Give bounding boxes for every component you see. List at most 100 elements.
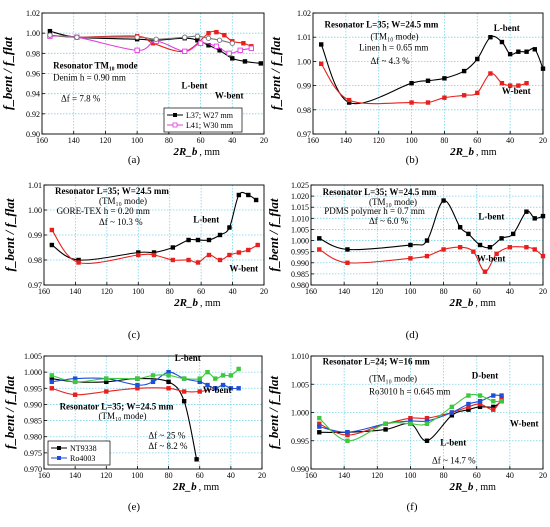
- x-tick-label: 120: [371, 471, 383, 480]
- data-point: [206, 43, 211, 48]
- data-point: [491, 393, 496, 398]
- panel-e: 160 140 120 100 80 60 40 20 0.970 0.975 0.980 0.985…: [2, 352, 266, 513]
- data-point: [442, 76, 447, 81]
- legend-marker: [172, 122, 178, 128]
- annotation: Resonator TM₁₀ mode: [53, 60, 138, 70]
- data-point: [425, 100, 431, 105]
- data-point: [194, 33, 201, 39]
- y-tick-label: 1.005: [24, 352, 42, 361]
- series-3: [47, 33, 254, 56]
- data-point: [487, 245, 493, 250]
- y-tick-label: 0.97: [297, 130, 311, 139]
- annotation: Δf ~ 14.7 %: [432, 455, 476, 465]
- x-tick-label: 160: [36, 136, 48, 145]
- data-point: [213, 386, 218, 391]
- annotation: L-bent: [478, 211, 504, 221]
- annotation: Resonator L=35; W=24.5 mm: [323, 187, 437, 197]
- y-tick-label: 0.995: [291, 248, 309, 257]
- legend-marker: [57, 456, 61, 460]
- annotation: Δf ~ 4.3 %: [371, 56, 411, 66]
- data-point: [488, 35, 493, 40]
- data-point: [491, 407, 496, 412]
- data-point: [319, 42, 324, 47]
- data-point: [214, 29, 219, 35]
- x-tick-label: 20: [260, 287, 268, 296]
- y-tick-label: 0.995: [24, 384, 42, 393]
- series-1: [317, 198, 546, 252]
- data-point: [49, 227, 55, 233]
- data-point: [477, 399, 483, 404]
- x-axis-unit: , mm: [199, 147, 220, 158]
- data-point: [409, 100, 414, 105]
- plot-frame: [310, 184, 544, 286]
- y-tick-label: 0.98: [28, 256, 42, 265]
- data-point: [49, 379, 54, 385]
- data-point: [507, 51, 513, 57]
- y-tick-label: 0.99: [297, 82, 311, 91]
- x-tick-label: 100: [131, 471, 143, 480]
- x-tick-label: 40: [227, 471, 235, 480]
- data-point: [409, 80, 414, 86]
- x-axis-label: 2R_b: [173, 146, 198, 158]
- data-point: [457, 225, 463, 230]
- data-point: [499, 236, 504, 241]
- data-point: [408, 418, 413, 424]
- annotation: L-bent: [193, 215, 219, 225]
- series-1: [319, 35, 546, 105]
- data-point: [475, 90, 480, 96]
- data-point: [449, 413, 455, 418]
- legend-marker: [57, 446, 61, 450]
- data-point: [76, 260, 81, 265]
- annotation: W-bent: [477, 254, 506, 264]
- data-point: [532, 247, 537, 252]
- x-tick-label: 100: [131, 136, 143, 145]
- annotation: L-bent: [175, 353, 201, 363]
- x-tick-label: 120: [373, 136, 385, 145]
- data-point: [242, 59, 248, 64]
- x-axis-unit: , mm: [475, 482, 496, 493]
- y-tick-label: 1.000: [24, 368, 42, 377]
- series-line: [318, 393, 502, 442]
- x-tick-label: 40: [506, 287, 514, 296]
- data-point: [477, 404, 483, 410]
- panel-label: (f): [407, 501, 418, 513]
- x-tick-label: 140: [69, 471, 81, 480]
- data-point: [227, 252, 232, 258]
- y-axis-label: f_bent / f_flat: [0, 37, 15, 110]
- data-point: [49, 386, 54, 391]
- data-point: [135, 386, 140, 391]
- data-point: [195, 38, 200, 43]
- annotation: Δf ~ 25 %: [148, 430, 185, 440]
- data-point: [151, 252, 157, 258]
- data-point: [248, 45, 254, 51]
- y-tick-label: 0.995: [291, 437, 309, 446]
- data-point: [166, 386, 171, 391]
- panel-label: (a): [128, 154, 141, 166]
- y-tick-label: 1.01: [297, 33, 311, 42]
- series-2: [49, 227, 260, 265]
- data-point: [499, 393, 504, 398]
- annotation: Resonator L=35; W=24.5 mm: [325, 20, 439, 30]
- panel-d: 160 140 120 100 80 60 40 20 0.980 0.985 0.990 0.995…: [266, 181, 547, 341]
- data-point: [49, 376, 54, 381]
- data-point: [213, 376, 218, 381]
- data-point: [166, 373, 171, 378]
- data-point: [345, 247, 350, 252]
- x-tick-label: 160: [38, 471, 50, 480]
- data-point: [524, 209, 529, 214]
- data-point: [499, 396, 504, 401]
- data-point: [477, 393, 483, 398]
- data-point: [253, 197, 259, 203]
- data-point: [226, 50, 232, 56]
- data-point: [466, 404, 471, 410]
- x-tick-label: 60: [473, 136, 481, 145]
- data-point: [194, 457, 199, 462]
- y-tick-label: 0.97: [28, 281, 42, 290]
- x-axis-label: 2R_b: [449, 146, 474, 158]
- data-point: [150, 379, 156, 385]
- annotation: W-bent: [215, 91, 244, 101]
- panel-label: (d): [406, 329, 419, 341]
- annotation: W-bent: [502, 86, 531, 96]
